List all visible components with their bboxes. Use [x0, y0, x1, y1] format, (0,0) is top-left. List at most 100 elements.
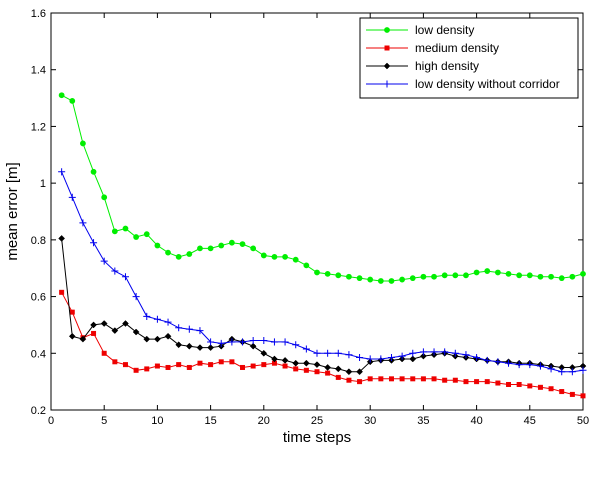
data-point [313, 349, 321, 357]
data-point [101, 194, 108, 201]
data-point [580, 393, 586, 399]
data-point [324, 364, 332, 371]
x-tick-label: 15 [204, 415, 216, 427]
data-point [462, 351, 470, 359]
data-point [293, 366, 299, 372]
data-point [558, 275, 565, 282]
data-point [122, 320, 129, 327]
data-point [249, 342, 257, 350]
data-point [111, 327, 119, 334]
data-point [175, 253, 182, 260]
data-point [122, 225, 129, 232]
x-tick-label: 25 [311, 415, 323, 427]
x-tick-label: 10 [151, 415, 163, 427]
data-point [398, 352, 406, 360]
series-layer [58, 92, 587, 399]
series-0 [58, 92, 586, 284]
data-point [80, 140, 86, 147]
data-point [516, 272, 523, 279]
data-point [515, 361, 523, 369]
data-point [409, 355, 417, 363]
data-point [176, 362, 182, 368]
data-point [217, 339, 225, 347]
data-point [547, 365, 555, 373]
data-point [430, 348, 438, 356]
data-point [292, 256, 299, 263]
data-point [324, 270, 331, 277]
data-point [335, 272, 342, 279]
data-point [292, 341, 300, 349]
data-point [165, 364, 171, 370]
data-point [383, 62, 391, 70]
data-point [271, 253, 278, 260]
legend-item: high density [366, 59, 479, 73]
data-point [473, 354, 481, 362]
data-point [303, 262, 310, 269]
data-point [79, 219, 87, 227]
data-point [387, 354, 395, 362]
data-point [218, 242, 225, 249]
data-point [324, 349, 332, 357]
data-point [68, 193, 76, 201]
data-point [356, 275, 363, 282]
data-point [526, 272, 533, 279]
data-point [164, 332, 172, 340]
y-tick-label: 1.4 [31, 65, 46, 77]
data-point [334, 365, 342, 373]
data-point [186, 251, 193, 257]
x-tick-label: 5 [101, 415, 107, 427]
data-point [420, 376, 426, 382]
data-point [384, 45, 390, 51]
data-point [68, 332, 76, 340]
data-point [399, 376, 405, 382]
legend-item: low density [366, 23, 474, 37]
data-point [282, 363, 288, 369]
y-tick-label: 1 [40, 178, 46, 190]
y-axis-title: mean error [m] [4, 162, 21, 260]
data-point [100, 257, 108, 265]
data-point [260, 349, 268, 357]
data-point [197, 360, 203, 366]
data-point [580, 270, 586, 277]
data-point [409, 349, 417, 357]
data-point [420, 352, 427, 360]
x-axis-title: time steps [283, 429, 351, 446]
x-tick-label: 50 [577, 415, 589, 427]
data-point [240, 364, 246, 370]
data-point [175, 324, 183, 332]
data-point [463, 379, 469, 385]
data-point [452, 377, 458, 383]
data-point [548, 386, 554, 392]
data-point [579, 366, 587, 374]
data-point [90, 168, 97, 175]
data-point [165, 249, 171, 256]
data-point [207, 245, 214, 252]
data-point [282, 253, 288, 260]
data-point [325, 370, 331, 376]
data-point [133, 234, 140, 240]
legend: low density medium density high density low… [359, 17, 579, 99]
data-point [494, 358, 502, 366]
data-point [196, 327, 204, 335]
data-point [383, 80, 391, 88]
data-point [334, 349, 342, 357]
data-point [112, 359, 118, 365]
y-tick-label: 0.8 [31, 235, 46, 247]
y-tick-label: 0.6 [31, 292, 46, 304]
data-point [367, 276, 374, 283]
data-point [164, 318, 172, 326]
data-point [207, 338, 215, 346]
data-point [121, 273, 129, 281]
data-point [143, 312, 151, 320]
data-point [207, 344, 214, 352]
data-point [441, 348, 449, 356]
data-point [377, 278, 384, 284]
data-point [384, 27, 390, 33]
data-point [111, 267, 119, 275]
x-tick-label: 30 [364, 415, 376, 427]
data-point [558, 368, 566, 376]
data-point [143, 335, 151, 343]
x-tick-label: 35 [417, 415, 429, 427]
data-point [133, 367, 139, 373]
